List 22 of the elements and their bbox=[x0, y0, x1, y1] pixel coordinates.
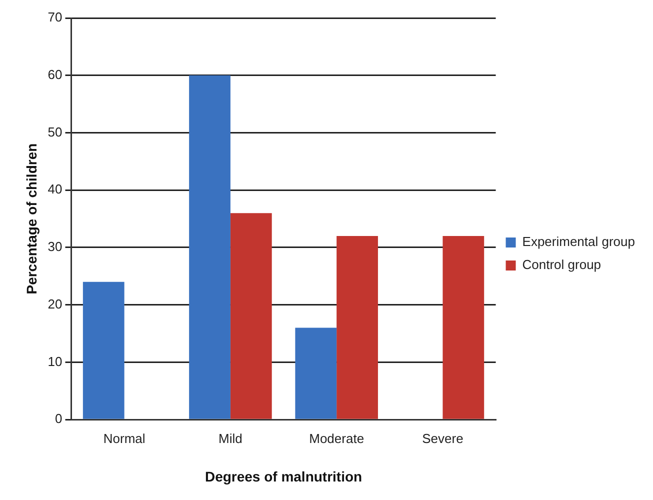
y-axis-title: Percentage of children bbox=[23, 143, 40, 294]
bar bbox=[82, 282, 124, 419]
legend-label: Control group bbox=[522, 257, 602, 272]
x-axis-title: Degrees of malnutrition bbox=[204, 468, 362, 484]
x-tick-label: Moderate bbox=[309, 430, 364, 446]
x-tick-label: Mild bbox=[218, 430, 242, 446]
y-tick-label: 20 bbox=[48, 296, 62, 312]
x-tick-label: Normal bbox=[103, 430, 146, 446]
y-tick-label: 0 bbox=[55, 411, 62, 426]
y-tick-label: 70 bbox=[48, 10, 62, 25]
y-tick-label: 40 bbox=[48, 182, 62, 197]
y-tick-label: 30 bbox=[48, 239, 62, 254]
legend-label: Experimental group bbox=[522, 234, 636, 250]
bar bbox=[442, 236, 484, 419]
bar bbox=[189, 75, 230, 419]
y-tick-label: 60 bbox=[48, 66, 62, 82]
y-tick-label: 10 bbox=[48, 354, 62, 369]
bar bbox=[295, 328, 337, 419]
y-tick-label: 50 bbox=[48, 124, 62, 140]
bar bbox=[230, 213, 272, 419]
x-tick-label: Severe bbox=[422, 430, 464, 446]
bar bbox=[336, 236, 378, 419]
